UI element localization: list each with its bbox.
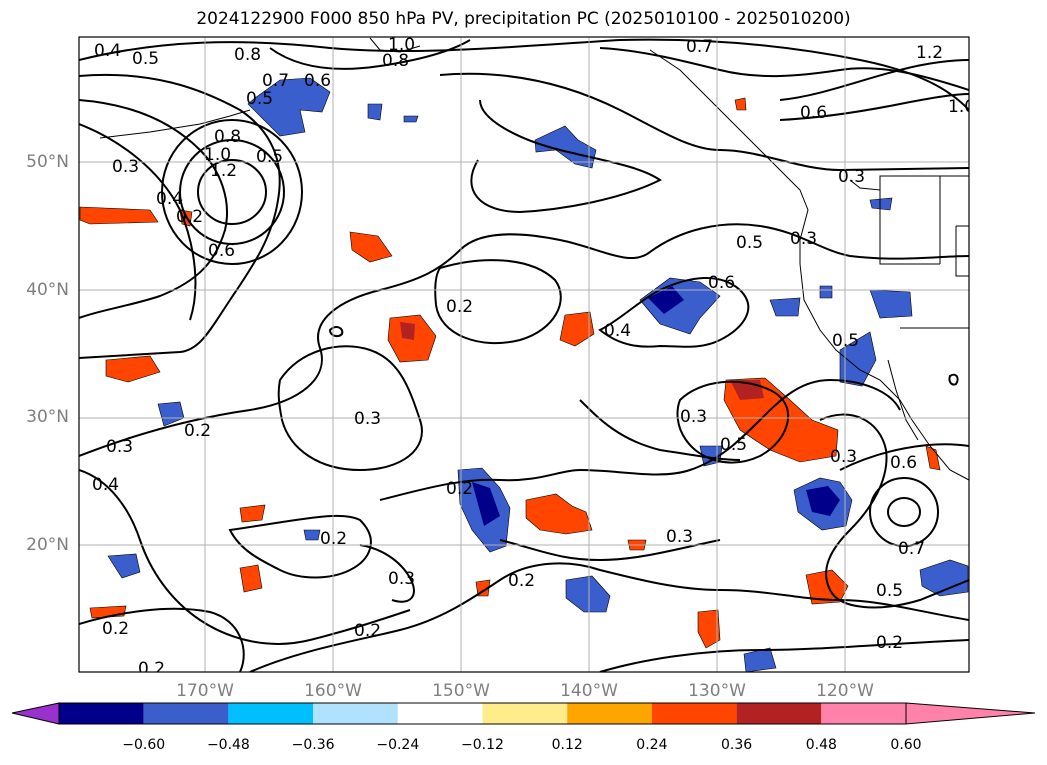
colorbar-extend-right [905,702,1036,725]
contour-label: 0.2 [876,633,903,653]
colorbar-tick: −0.48 [206,737,250,753]
contour-label: 0.2 [176,207,203,227]
lon-label: 170°W [176,681,234,701]
lon-label: 160°W [304,681,362,701]
contour-label: 0.8 [214,127,241,147]
contour-label: 0.2 [184,421,211,441]
colorbar-tick: −0.60 [122,737,166,753]
gridlines [79,37,969,672]
contour-label: 0.8 [234,45,261,65]
lon-label: 150°W [432,681,490,701]
colorbar [11,702,1036,725]
colorbar-tick: 0.48 [805,737,837,753]
contour-label: 0.7 [898,539,925,559]
contour-label: 0.6 [890,453,917,473]
contour-label: 0.3 [666,527,693,547]
lon-label: 140°W [560,681,618,701]
colorbar-tick: 0.60 [890,737,922,753]
contour-label: 1.0 [204,145,231,165]
contour-label: 0.3 [830,447,857,467]
colorbar-segment [143,703,229,724]
lat-label: 50°N [26,152,69,172]
colorbar-tick: 0.24 [636,737,668,753]
contour-label: 0.5 [132,49,159,69]
colorbar-segment [228,703,314,724]
contour-label: 0.5 [256,147,283,167]
colorbar-segment [482,703,568,724]
contour-labels: 0.4 0.5 0.8 1.0 0.8 0.7 0.6 0.5 0.7 1.2 … [92,35,975,679]
contour-label: 1.0 [948,97,975,117]
contour-label: 0.6 [800,103,827,123]
map-title: 2024122900 F000 850 hPa PV, precipitatio… [196,9,851,29]
contour-label: 0.8 [382,51,409,71]
lat-label: 40°N [26,280,69,300]
contour-label: 0.2 [446,297,473,317]
colorbar-segment [567,703,652,724]
contour-label: 1.2 [916,43,943,63]
colorbar-segment [59,703,144,724]
colorbar-segment [821,703,906,724]
contour-label: 0.3 [680,407,707,427]
contour-label: 0.4 [604,321,631,341]
precip-negative-shading [107,77,969,672]
contour-label: 0.4 [92,475,119,495]
colorbar-tick: −0.36 [291,737,335,753]
pv-contours [79,38,969,672]
contour-label: 0.5 [720,435,747,455]
contour-label: 0.5 [876,581,903,601]
contour-label: 1.0 [388,35,415,55]
contour-label: 0.3 [388,569,415,589]
colorbar-segment [313,703,398,724]
contour-label: 0.3 [106,437,133,457]
lon-label: 130°W [688,681,746,701]
lon-label: 120°W [816,681,874,701]
coastlines [99,37,969,481]
contour-label: 0.2 [446,479,473,499]
colorbar-tick: −0.12 [461,737,504,753]
contour-label: 0.5 [832,331,859,351]
contour-label: 0.2 [354,621,381,641]
lat-label: 30°N [26,407,69,427]
contour-label: 0.2 [138,659,165,679]
contour-label: 0.3 [790,229,817,249]
colorbar-tick: −0.24 [376,737,420,753]
contour-label: 0.7 [262,71,289,91]
contour-label: 0.6 [304,71,331,91]
contour-label: 0.3 [838,167,865,187]
colorbar-segment [651,703,737,724]
contour-label: 0.5 [246,89,273,109]
contour-label: 0.4 [94,41,121,61]
colorbar-segment [736,703,822,724]
contour-label: 0.3 [354,409,381,429]
contour-label: 0.4 [156,189,183,209]
colorbar-extend-left [11,702,60,725]
contour-label: 1.2 [210,161,237,181]
map-frame [78,36,970,673]
contour-label: 0.6 [708,273,735,293]
colorbar-segment [397,703,483,724]
contour-label: 0.2 [102,619,129,639]
map-area: 0.4 0.5 0.8 1.0 0.8 0.7 0.6 0.5 0.7 1.2 … [79,35,975,679]
contour-label: 0.6 [208,241,235,261]
contour-label: 0.2 [508,571,535,591]
contour-label: 0.2 [320,529,347,549]
lat-label: 20°N [26,535,69,555]
colorbar-tick: 0.36 [721,737,753,753]
contour-label: 0.7 [686,37,713,57]
contour-label: 0.3 [112,157,139,177]
colorbar-tick: 0.12 [551,737,583,753]
contour-label: 0.5 [736,233,763,253]
